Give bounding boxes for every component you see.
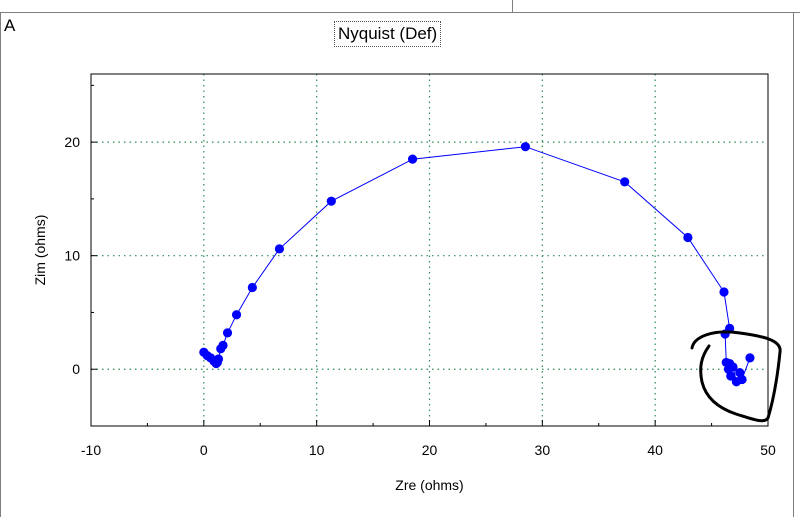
data-points [199,142,755,387]
x-tick-label: 10 [309,442,325,458]
chart-title[interactable]: Nyquist (Def) [334,21,442,47]
panel-label: A [4,16,16,35]
y-tick-label: 10 [64,248,80,264]
data-point [216,344,226,354]
data-point [620,177,630,187]
data-point [719,287,729,297]
data-point [520,142,531,152]
data-point [407,154,418,164]
x-tick-label: 40 [647,442,663,458]
data-point [326,196,336,206]
data-point [731,377,742,387]
x-tick-label: 30 [535,442,551,458]
x-tick-label: 20 [422,442,438,458]
hand-drawn-circle-annotation [690,330,782,423]
data-point [745,353,755,363]
data-point [721,357,731,368]
grid [91,74,768,426]
series-line [203,146,751,384]
data-point [222,328,233,338]
y-tick-label: 0 [72,361,80,377]
data-point [231,310,242,320]
x-tick-label: 0 [200,442,208,458]
data-point [683,232,693,243]
x-axis-title: Zre (ohms) [395,477,463,493]
x-tick-labels: -10 0 10 20 30 40 50 [81,442,776,458]
y-tick-labels: 0 10 20 [64,134,80,377]
data-point [274,244,285,254]
data-point [199,347,209,357]
data-point [735,368,745,378]
x-tick-label: 50 [760,442,776,458]
x-tick-label: -10 [81,442,101,458]
axis-ticks [90,84,769,427]
y-axis-title: Zim (ohms) [32,215,48,286]
y-tick-label: 20 [64,134,80,150]
data-point [247,282,257,293]
